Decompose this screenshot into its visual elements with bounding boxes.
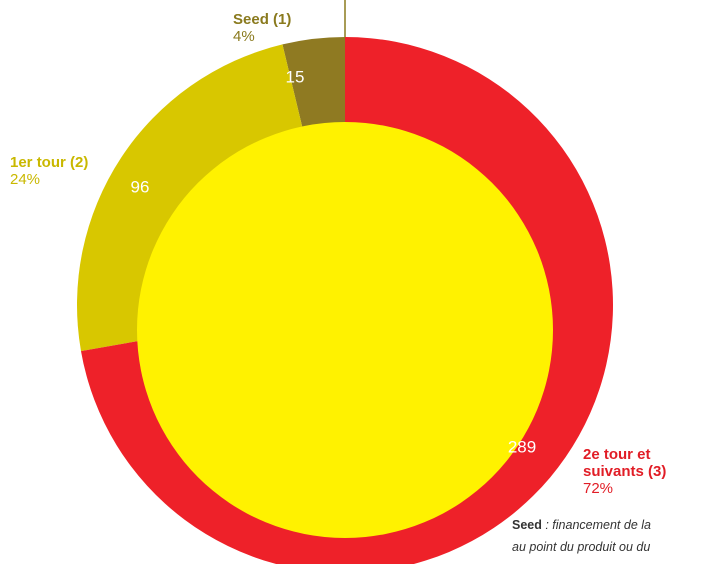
category-label: Seed (1) xyxy=(233,11,292,28)
category-label: 2e tour et suivants (3) xyxy=(583,446,667,480)
value-label: 96 xyxy=(131,177,150,196)
category-label: 1er tour (2) xyxy=(10,154,89,171)
footnote-line: : financement de la xyxy=(541,518,651,532)
percent-label: 24% xyxy=(10,171,41,188)
value-label: 289 xyxy=(508,437,536,456)
footnote-term: Seed xyxy=(512,518,542,532)
percent-label: 72% xyxy=(583,480,614,497)
footnote: Seed : financement de la au point du prod… xyxy=(512,514,651,558)
footnote-line: au point du produit ou du xyxy=(512,540,651,554)
center-disc xyxy=(137,122,553,538)
value-label: 15 xyxy=(286,67,305,86)
percent-label: 4% xyxy=(233,28,255,45)
